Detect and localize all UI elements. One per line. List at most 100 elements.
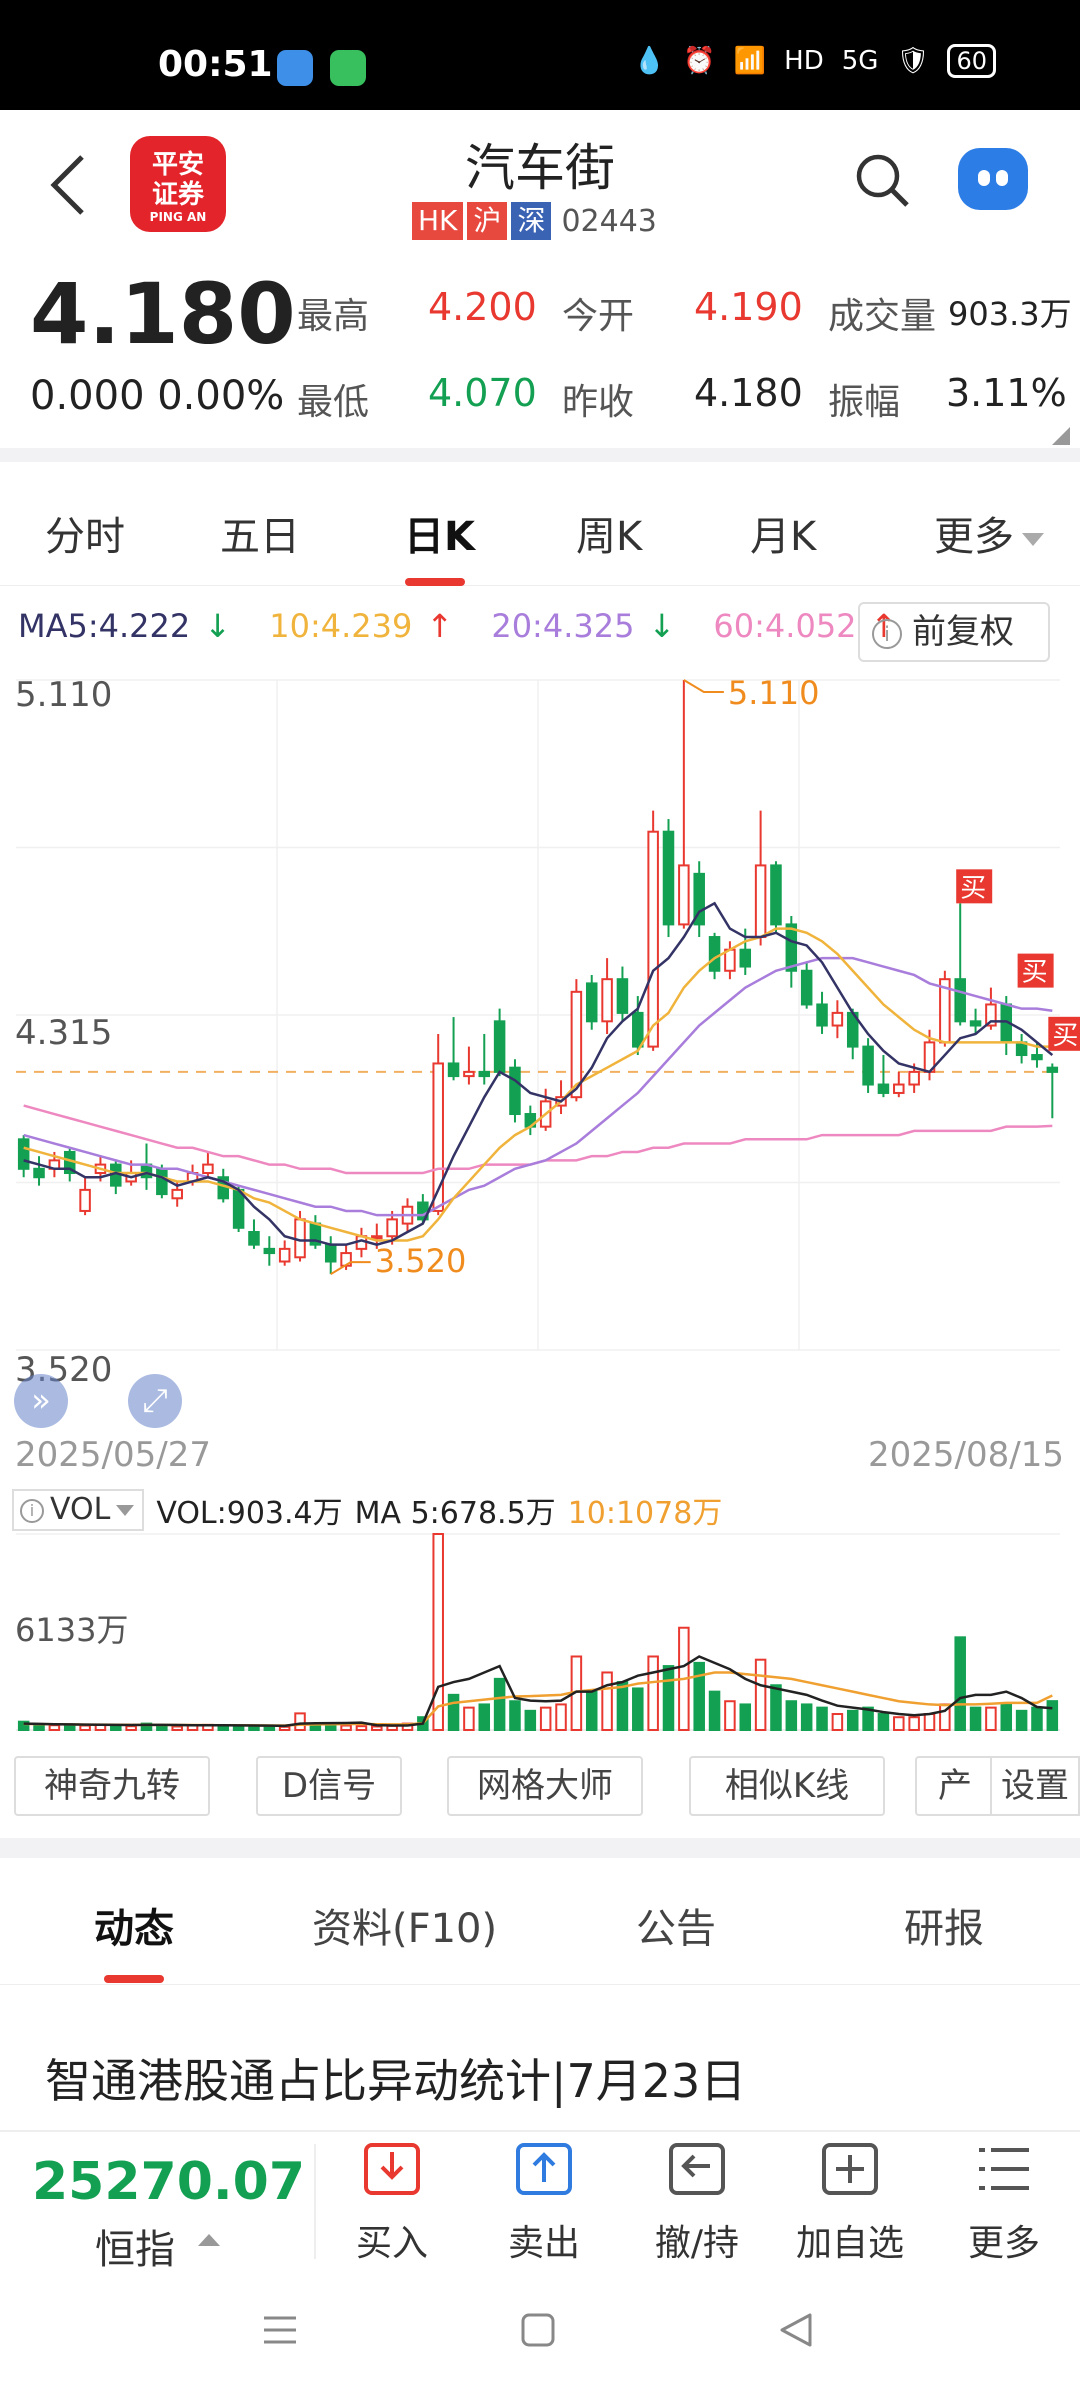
chip-d-signal[interactable]: D信号: [256, 1756, 402, 1816]
volume-chart[interactable]: [0, 1530, 1080, 1735]
volume-bar-up: [923, 1713, 936, 1732]
menu-nav-icon[interactable]: [260, 2310, 300, 2350]
volume-bar-down: [140, 1722, 153, 1732]
candle-down: [447, 1062, 460, 1078]
open-value: 4.190: [694, 285, 803, 329]
candle-up: [463, 1070, 475, 1078]
section-divider: [0, 1838, 1080, 1858]
expand-corner-icon[interactable]: [1052, 427, 1070, 445]
collapse-panel-icon[interactable]: »: [14, 1374, 68, 1428]
volume-bar-down: [739, 1703, 752, 1732]
sell-button[interactable]: 卖出: [484, 2142, 604, 2266]
tab-more[interactable]: 更多: [934, 504, 1044, 562]
ma5-line: [23, 901, 1054, 1246]
ma-legend-item: 10:4.239 ↑: [269, 607, 454, 645]
candle-up: [754, 864, 767, 939]
tab-weekly-k[interactable]: 周K: [576, 514, 643, 560]
hd-icon: HD: [784, 46, 824, 76]
volume-label: 成交量: [828, 296, 937, 337]
index-expand-icon[interactable]: [198, 2234, 220, 2246]
min-price-label: 3.520: [375, 1242, 467, 1280]
news-tabs: 动态 资料(F10) 公告 研报: [0, 1860, 1080, 1985]
index-value[interactable]: 25270.07: [32, 2152, 306, 2212]
tab-monthly-k[interactable]: 月K: [750, 514, 817, 560]
home-nav-icon[interactable]: [518, 2310, 558, 2350]
back-arrow-icon[interactable]: [40, 145, 100, 225]
tab-intraday[interactable]: 分时: [45, 514, 125, 560]
volume-bar-down: [1000, 1703, 1013, 1732]
candle-down: [263, 1247, 276, 1255]
volume-bar-down: [1046, 1700, 1059, 1731]
search-icon[interactable]: [852, 150, 912, 210]
more-button[interactable]: 更多: [944, 2142, 1064, 2266]
candle-down: [800, 969, 813, 1006]
chip-magic-nine[interactable]: 神奇九转: [14, 1756, 210, 1816]
volume-bar-up: [294, 1712, 306, 1731]
volume-bar-down: [800, 1703, 813, 1732]
candle-down: [324, 1243, 337, 1263]
buy-marker-text: 买: [1022, 958, 1048, 988]
tab-f10[interactable]: 资料(F10): [312, 1906, 498, 1952]
candle-down: [1046, 1066, 1059, 1073]
volume-bar-up: [601, 1671, 613, 1731]
news-headline[interactable]: 智通港股通占比异动统计|7月23日: [45, 2054, 747, 2108]
candle-down: [739, 948, 752, 968]
tab-announcement[interactable]: 公告: [636, 1906, 716, 1952]
volume-bar-down: [954, 1636, 966, 1731]
volume-ma5-text: MA 5:678.5万: [354, 1496, 556, 1531]
cancel-hold-label: 撤/持: [654, 2223, 740, 2264]
chip-more[interactable]: 产: [915, 1756, 995, 1816]
volume-bar-up: [171, 1725, 183, 1731]
candle-up: [570, 990, 583, 1099]
min-pointer: [330, 1261, 371, 1276]
broker-logo: 平安 证券 PING AN: [130, 136, 226, 232]
period-tabs: 分时 五日 日K 周K 月K 更多: [0, 462, 1080, 586]
tab-research[interactable]: 研报: [904, 1906, 984, 1952]
volume-bar-up: [555, 1703, 567, 1732]
volume-max-label: 6133万: [15, 1611, 129, 1649]
open-label: 今开: [562, 296, 635, 337]
volume-bar-down: [585, 1690, 598, 1731]
buy-button[interactable]: 买入: [332, 2142, 452, 2266]
candle-up: [985, 1003, 997, 1027]
candle-up: [893, 1083, 905, 1094]
volume-indicator-select[interactable]: i VOL: [12, 1489, 145, 1531]
settings-button[interactable]: 设置: [990, 1756, 1080, 1816]
trade-bar-separator: [314, 2144, 316, 2259]
volume-bar-up: [985, 1706, 997, 1731]
y-label-top: 5.110: [15, 675, 113, 715]
amplitude-label: 振幅: [828, 382, 901, 423]
volume-bar-up: [463, 1706, 475, 1731]
candle-up: [371, 1235, 383, 1240]
ai-assistant-icon[interactable]: [958, 148, 1028, 210]
adjust-mode-button[interactable]: i 前复权: [858, 602, 1050, 662]
add-watchlist-button[interactable]: 加自选: [790, 2142, 910, 2266]
fullscreen-icon[interactable]: ⤢: [128, 1374, 182, 1428]
candle-down: [708, 936, 721, 972]
tab-daily-k[interactable]: 日K: [404, 514, 475, 560]
volume-bar-down: [862, 1706, 874, 1731]
volume-bar-up: [340, 1724, 352, 1732]
candle-up: [202, 1163, 214, 1175]
tab-five-day[interactable]: 五日: [220, 514, 300, 560]
volume-bar-down: [616, 1681, 629, 1731]
buy-marker: [956, 869, 993, 904]
ma-legend-item: 20:4.325 ↓: [491, 607, 676, 645]
candle-up: [678, 864, 690, 926]
chip-similar-kline[interactable]: 相似K线: [689, 1756, 885, 1816]
candle-down: [693, 872, 705, 926]
stock-code: 02443: [561, 203, 657, 239]
index-name[interactable]: 恒指: [95, 2227, 175, 2273]
candle-down: [17, 1138, 30, 1170]
tab-news[interactable]: 动态: [94, 1906, 174, 1952]
candle-up: [79, 1188, 91, 1212]
volume-bar-down: [478, 1703, 491, 1732]
ma-legend: MA5:4.222 ↓ 10:4.239 ↑ 20:4.325 ↓ 60:4.052 ↑: [18, 607, 925, 645]
cancel-hold-button[interactable]: 撤/持: [637, 2142, 757, 2266]
candle-down: [662, 830, 675, 926]
candle-up: [601, 978, 613, 1023]
candle-down: [1031, 1054, 1043, 1061]
back-nav-icon[interactable]: [776, 2310, 816, 2350]
chip-grid-master[interactable]: 网格大师: [447, 1756, 643, 1816]
